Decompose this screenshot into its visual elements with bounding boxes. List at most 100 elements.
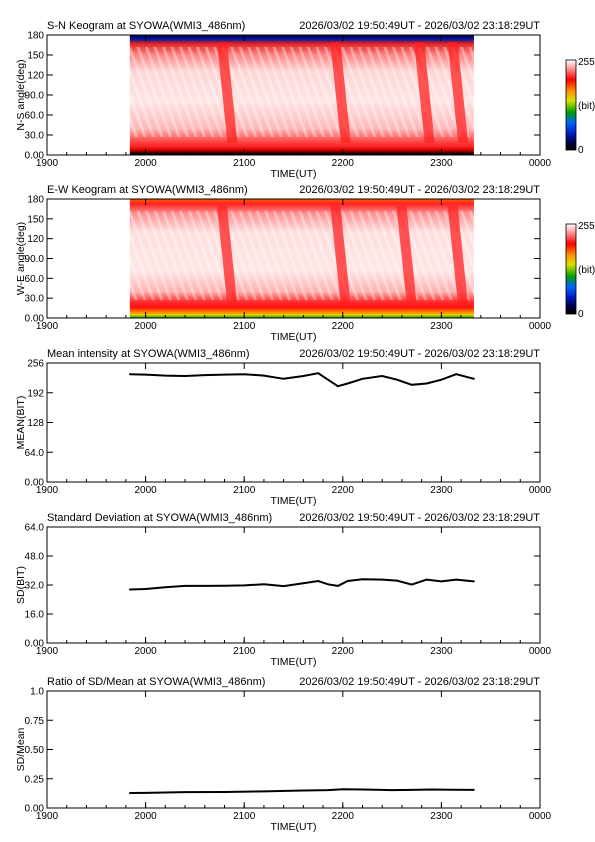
colorbar-max-label: 255: [578, 57, 595, 68]
x-tick-label: 1900: [36, 158, 59, 169]
x-tick-label: 2000: [134, 321, 157, 332]
data-point: [184, 585, 186, 587]
keogram-band-1: [216, 206, 238, 307]
y-axis-label: SD/Mean: [15, 727, 27, 771]
x-tick-label: 2200: [332, 646, 355, 657]
data-point: [391, 789, 393, 791]
y-tick-label: 30.0: [25, 131, 45, 142]
data-point: [341, 788, 344, 791]
x-tick-label: 2100: [233, 811, 256, 822]
data-point: [346, 382, 349, 385]
colorbar: [565, 59, 577, 151]
x-tick-label: 2000: [134, 485, 157, 496]
data-point: [282, 377, 285, 380]
series-line: [129, 372, 475, 388]
data-point: [263, 583, 265, 586]
y-tick-label: 60.0: [25, 274, 45, 285]
x-tick-label: 2300: [430, 321, 453, 332]
data-point: [317, 580, 320, 582]
x-tick-label: 1900: [36, 321, 59, 332]
data-point: [473, 580, 475, 583]
keogram-band-1: [216, 42, 238, 144]
colorbar-unit-label: (bit): [578, 265, 595, 276]
data-point: [263, 374, 265, 377]
data-point: [440, 580, 443, 583]
series-line: [129, 788, 474, 794]
data-point: [184, 375, 186, 377]
x-tick-label: 1900: [36, 646, 59, 657]
x-tick-label: 2000: [134, 811, 157, 822]
colorbar-unit-label: (bit): [578, 101, 595, 112]
data-point: [223, 791, 226, 793]
data-point: [410, 788, 413, 791]
y-tick-label: 1.0: [30, 687, 44, 698]
data-point: [346, 580, 349, 582]
data-point: [144, 588, 147, 590]
x-tick-label: 2200: [332, 158, 355, 169]
data-point: [430, 788, 433, 791]
y-tick-label: 0.00: [25, 151, 45, 162]
data-point: [128, 373, 131, 376]
y-tick-label: 256: [27, 359, 44, 370]
x-tick-label: 2100: [233, 321, 256, 332]
x-tick-label: 0000: [529, 646, 552, 657]
y-tick-label: 180: [27, 31, 44, 42]
data-point: [396, 378, 398, 381]
data-point: [455, 578, 458, 581]
x-tick-label: 2100: [233, 485, 256, 496]
y-tick-label: 150: [27, 214, 44, 225]
y-tick-label: 180: [27, 195, 44, 206]
data-point: [302, 375, 305, 377]
y-tick-label: 0.50: [25, 745, 45, 756]
y-axis-label: W-E angle(deg): [15, 222, 27, 295]
y-tick-label: 0.00: [25, 314, 45, 325]
panel-title: Mean intensity at SYOWA(WMI3_486nm): [47, 348, 250, 360]
y-tick-label: 64.0: [25, 523, 45, 534]
data-point: [361, 377, 364, 380]
data-point: [144, 373, 147, 376]
y-axis-label: N-S angle(deg): [15, 59, 27, 130]
keogram-streaks: [129, 210, 474, 301]
data-point: [144, 792, 147, 794]
keogram-band-2: [330, 42, 351, 144]
x-tick-label: 0000: [529, 811, 552, 822]
data-point: [302, 789, 305, 792]
x-tick-label: 2200: [332, 485, 355, 496]
panel-subtitle: 2026/03/02 19:50:49UT - 2026/03/02 23:18…: [299, 20, 540, 32]
x-tick-label: 2000: [134, 646, 157, 657]
data-point: [361, 578, 364, 581]
y-tick-label: 90.0: [25, 254, 45, 265]
y-tick-label: 16.0: [25, 610, 45, 621]
x-tick-label: 2300: [430, 485, 453, 496]
panel-subtitle: 2026/03/02 19:50:49UT - 2026/03/02 23:18…: [299, 184, 540, 196]
data-point: [410, 583, 413, 586]
panel-1: S-N Keogram at SYOWA(WMI3_486nm) 2026/03/…: [15, 20, 595, 180]
y-tick-label: 60.0: [25, 111, 45, 122]
y-tick-label: 0.75: [25, 716, 45, 727]
data-point: [317, 372, 320, 375]
data-point: [425, 382, 428, 385]
data-point: [282, 585, 285, 587]
x-axis-label: TIME(UT): [270, 331, 316, 343]
plot-frame: [46, 362, 541, 483]
colorbar-max-label: 255: [578, 221, 595, 232]
data-point: [243, 584, 246, 587]
data-point: [203, 374, 206, 376]
data-point: [327, 378, 329, 381]
colorbar-min-label: 0: [578, 309, 584, 320]
y-tick-label: 64.0: [25, 448, 45, 459]
x-axis-label: TIME(UT): [270, 495, 316, 507]
y-tick-label: 128: [27, 418, 44, 429]
x-tick-label: 2200: [332, 321, 355, 332]
y-tick-label: 90.0: [25, 91, 45, 102]
data-point: [128, 792, 131, 794]
y-tick-label: 150: [27, 51, 44, 62]
panel-3: Mean intensity at SYOWA(WMI3_486nm) 2026/…: [15, 348, 552, 507]
keogram-band-3: [414, 42, 435, 144]
data-point: [223, 584, 226, 587]
data-point: [450, 788, 453, 791]
x-tick-label: 2100: [233, 158, 256, 169]
x-axis-label: TIME(UT): [270, 656, 316, 668]
data-point: [410, 383, 413, 386]
y-tick-label: 0.00: [25, 639, 45, 650]
